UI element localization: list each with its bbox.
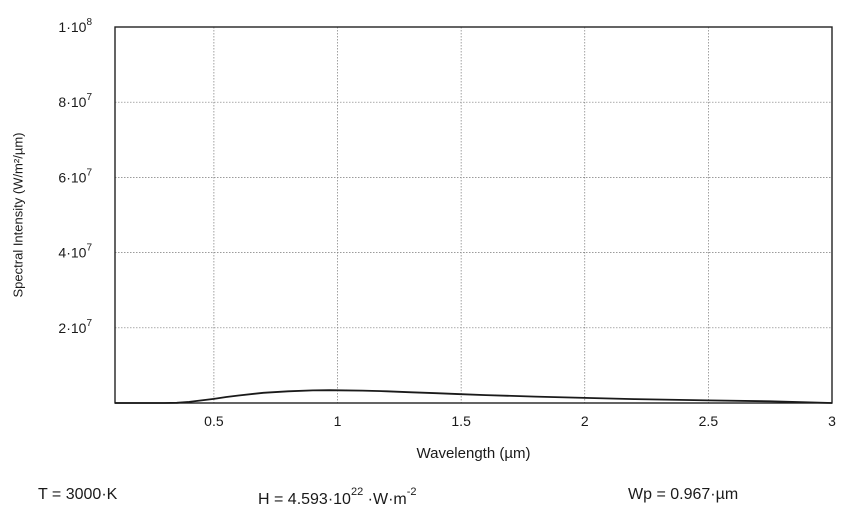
x-tick-label-0: 0.5 — [204, 413, 224, 429]
x-tick-label-4: 2.5 — [699, 413, 719, 429]
x-tick-label-1: 1 — [334, 413, 342, 429]
spectral-intensity-chart: 2·107 4·107 6·107 8·107 1·108 0.5 1 1.5 2 2.5 3 W… — [10, 17, 836, 462]
plot-area-frame — [114, 26, 833, 404]
peak-wavelength-readout: Wp = 0.967·µm — [628, 486, 739, 503]
y-tick-label-0: 2·107 — [58, 318, 92, 336]
total-power-unit: ·W·m — [363, 491, 407, 508]
y-tick-label-1: 4·107 — [58, 243, 92, 261]
x-axis-label: Wavelength (µm) — [417, 445, 531, 462]
y-tick-label-4: 1·108 — [58, 17, 92, 35]
x-tick-label-2: 1.5 — [451, 413, 471, 429]
total-power-readout: H = 4.593·1022 ·W·m-2 — [258, 486, 417, 509]
total-power-exponent: 22 — [350, 486, 364, 498]
x-tick-labels: 0.5 1 1.5 2 2.5 3 — [204, 413, 836, 429]
parameter-footer: T = 3000·K H = 4.593·1022 ·W·m-2 Wp = 0.… — [0, 486, 842, 512]
x-tick-label-3: 2 — [581, 413, 589, 429]
grid-lines — [115, 26, 833, 403]
y-tick-label-2: 6·107 — [58, 167, 92, 185]
x-tick-label-5: 3 — [828, 413, 836, 429]
total-power-unit-exponent: -2 — [406, 486, 417, 498]
y-tick-label-3: 8·107 — [58, 92, 92, 110]
total-power-prefix: H = 4.593·10 — [258, 491, 351, 508]
y-axis-label: Spectral Intensity (W/m²/µm) — [10, 133, 25, 298]
series-layer — [115, 389, 833, 404]
series-line-0 — [115, 389, 833, 404]
temperature-readout: T = 3000·K — [38, 486, 118, 503]
y-tick-labels: 2·107 4·107 6·107 8·107 1·108 — [58, 17, 92, 336]
